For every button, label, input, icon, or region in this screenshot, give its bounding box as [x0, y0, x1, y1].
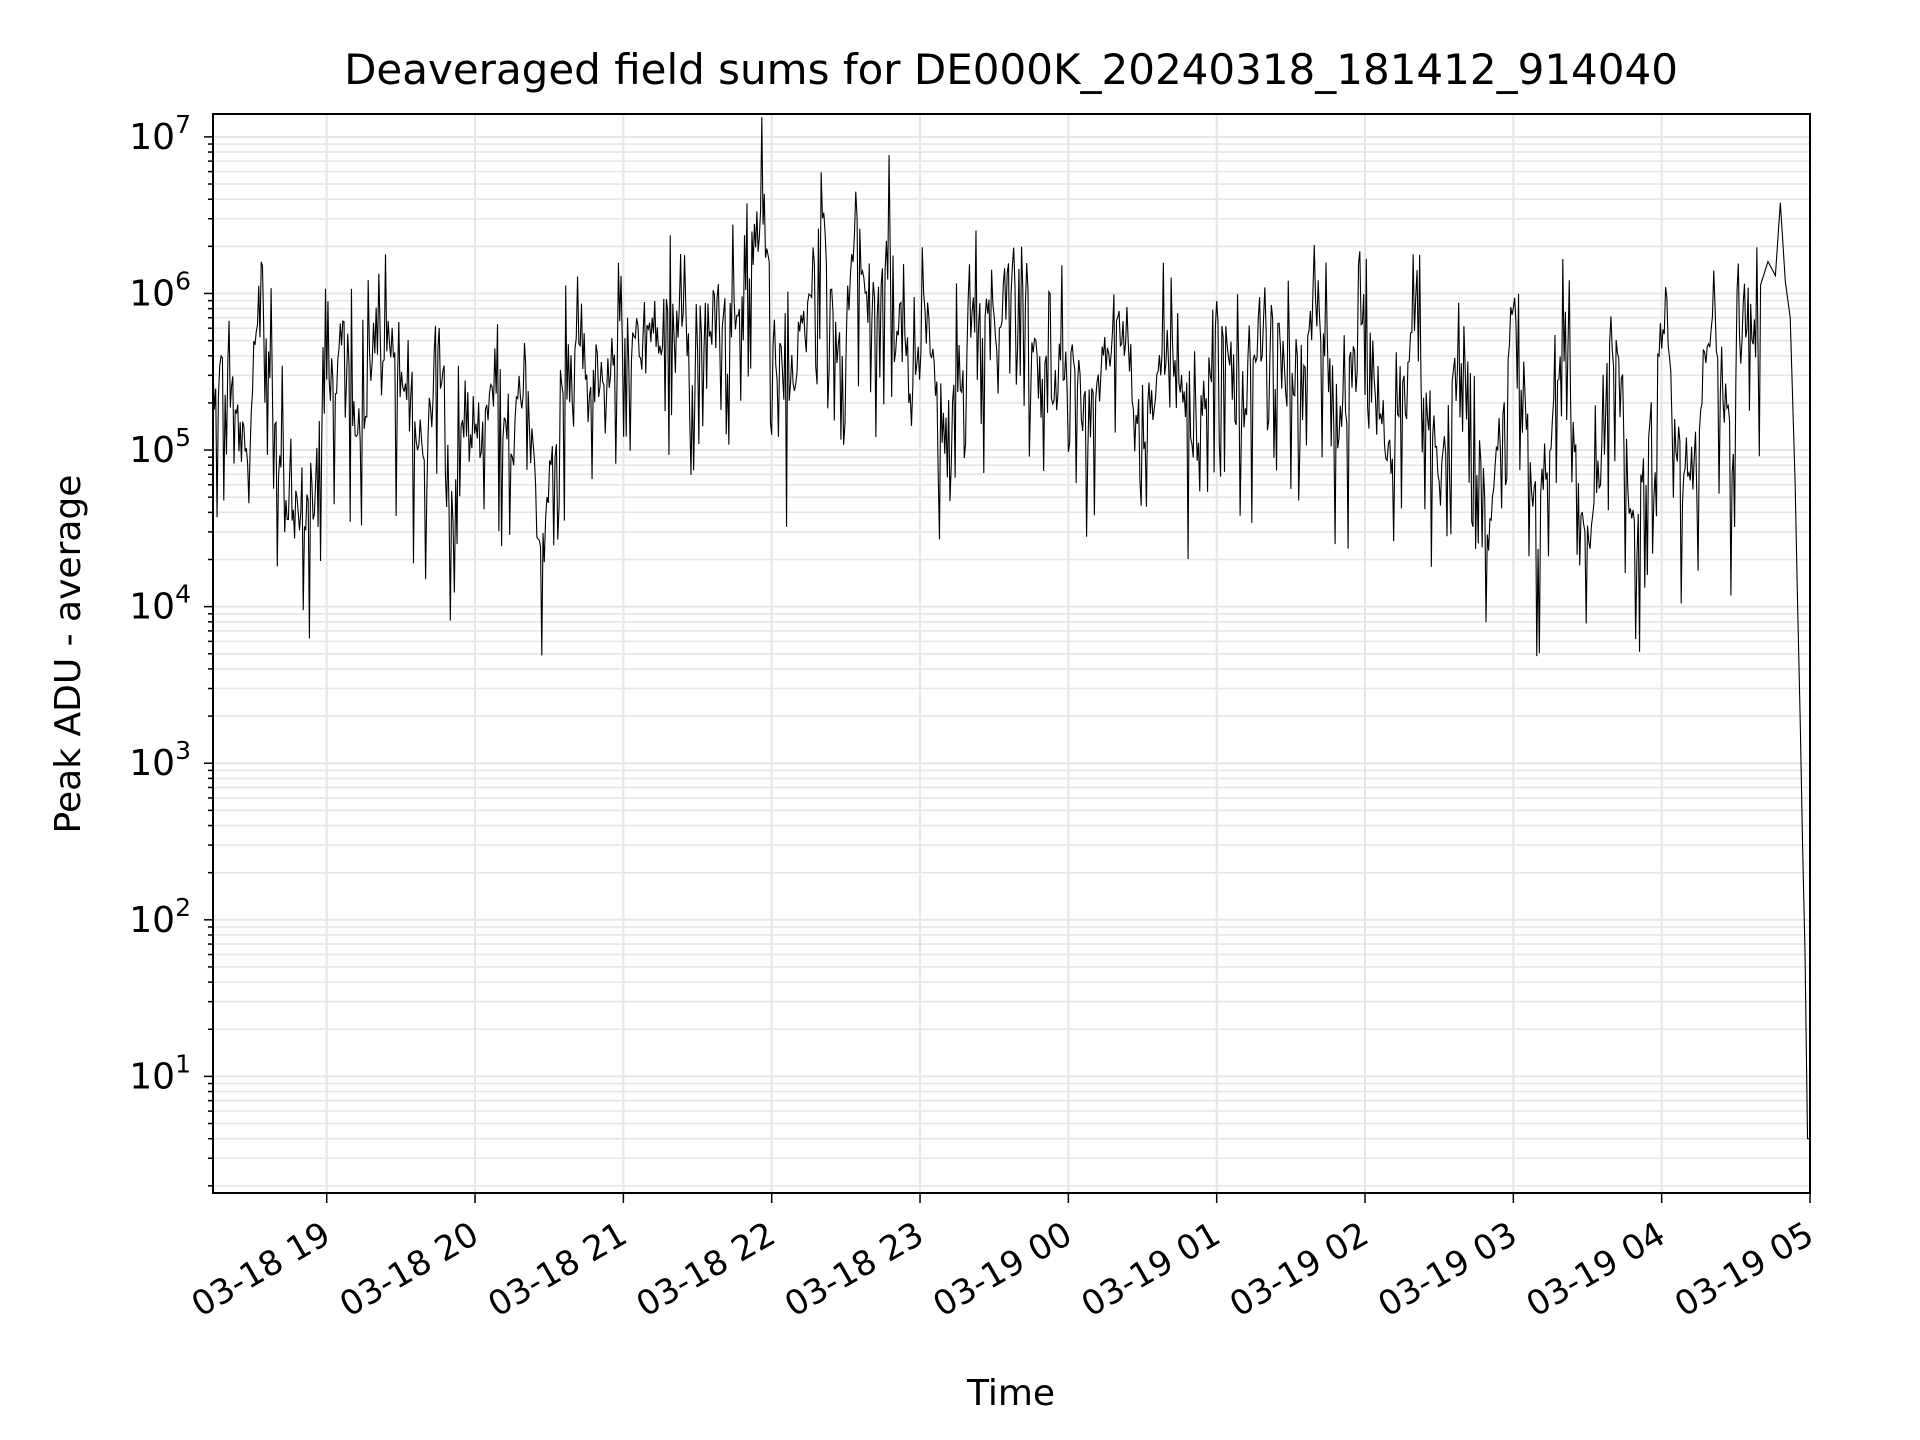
y-tick-label: 103: [129, 736, 191, 784]
axis-ticks: [204, 136, 1811, 1203]
x-axis-label: Time: [966, 1373, 1055, 1414]
chart-title: Deaveraged field sums for DE000K_2024031…: [344, 45, 1678, 94]
y-tick-label: 104: [129, 580, 191, 628]
y-tick-label: 102: [129, 893, 191, 941]
y-tick-label: 106: [129, 266, 191, 314]
y-axis-label: Peak ADU - average: [48, 475, 89, 834]
data-series-group: [212, 117, 1810, 1140]
series-line: [212, 117, 1810, 1140]
plot-area-frame: [212, 113, 1811, 1194]
y-tick-label: 107: [129, 110, 191, 158]
y-tick-label: 105: [129, 423, 191, 471]
grid-lines: [213, 114, 1811, 1193]
y-tick-labels: 101 102 103 104 105 106 107: [129, 110, 191, 1098]
y-tick-label: 101: [129, 1049, 191, 1097]
